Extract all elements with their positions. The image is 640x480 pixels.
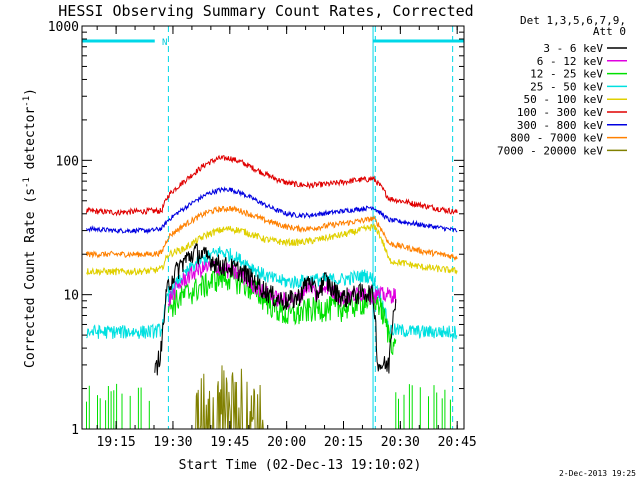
legend-label-25-50kev: 25 - 50 keV: [530, 80, 603, 93]
footer-timestamp: 2-Dec-2013 19:25: [559, 469, 636, 478]
series-line-800-7000kev: [86, 205, 458, 261]
legend-label-12-25kev: 12 - 25 keV: [530, 68, 603, 81]
x-tick-label-0: 19:15: [97, 435, 136, 450]
legend-header-0: Det 1,3,5,6,7,9,: [520, 14, 626, 27]
axis-ticks: 19:15 19:30 19:45 20:00 20:15 20:30 20:45 1 10 10…: [48, 20, 477, 450]
night-markers: N: [82, 26, 464, 429]
x-tick-label-5: 20:30: [381, 435, 420, 450]
saa-marker-label: N: [162, 38, 167, 48]
series-layer: [86, 154, 458, 429]
legend-label-100-300kev: 100 - 300 keV: [517, 106, 603, 119]
legend-label-6-12kev: 6 - 12 keV: [537, 55, 604, 68]
legend-header-1: Att 0: [593, 25, 626, 38]
y-tick-label-3: 1000: [48, 20, 79, 35]
low-rate-spikes-1: [395, 384, 451, 429]
y-tick-label-0: 1: [71, 423, 79, 438]
series-line-25-50kev: [86, 246, 458, 340]
y-tick-label-1: 10: [63, 289, 79, 304]
legend-label-7000-20000kev: 7000 - 20000 keV: [497, 144, 603, 157]
low-rate-spikes-0: [86, 383, 150, 429]
legend-label-800-7000kev: 800 - 7000 keV: [510, 132, 603, 145]
series-line-100-300kev: [86, 154, 458, 217]
x-tick-label-1: 19:30: [153, 435, 192, 450]
y-tick-label-2: 100: [56, 154, 79, 169]
legend-label-50-100kev: 50 - 100 keV: [524, 93, 604, 106]
chart-title: HESSI Observing Summary Count Rates, Cor…: [58, 2, 473, 20]
y-axis-label: Corrected Count Rate (s-1 detector-1): [22, 88, 38, 368]
x-tick-label-4: 20:15: [324, 435, 363, 450]
x-tick-label-6: 20:45: [438, 435, 477, 450]
legend-label-300-800kev: 300 - 800 keV: [517, 119, 603, 132]
series-line-50-100kev: [86, 223, 458, 276]
x-tick-label-2: 19:45: [210, 435, 249, 450]
series-line-3-6kev: [154, 243, 397, 376]
x-tick-label-3: 20:00: [267, 435, 306, 450]
x-axis-label: Start Time (02-Dec-13 19:10:02): [179, 458, 422, 473]
series-line-300-800kev: [86, 186, 458, 235]
plot-frame: [81, 25, 465, 430]
series-line-7000-20000kev: [195, 365, 264, 429]
legend-label-3-6kev: 3 - 6 keV: [543, 42, 603, 55]
